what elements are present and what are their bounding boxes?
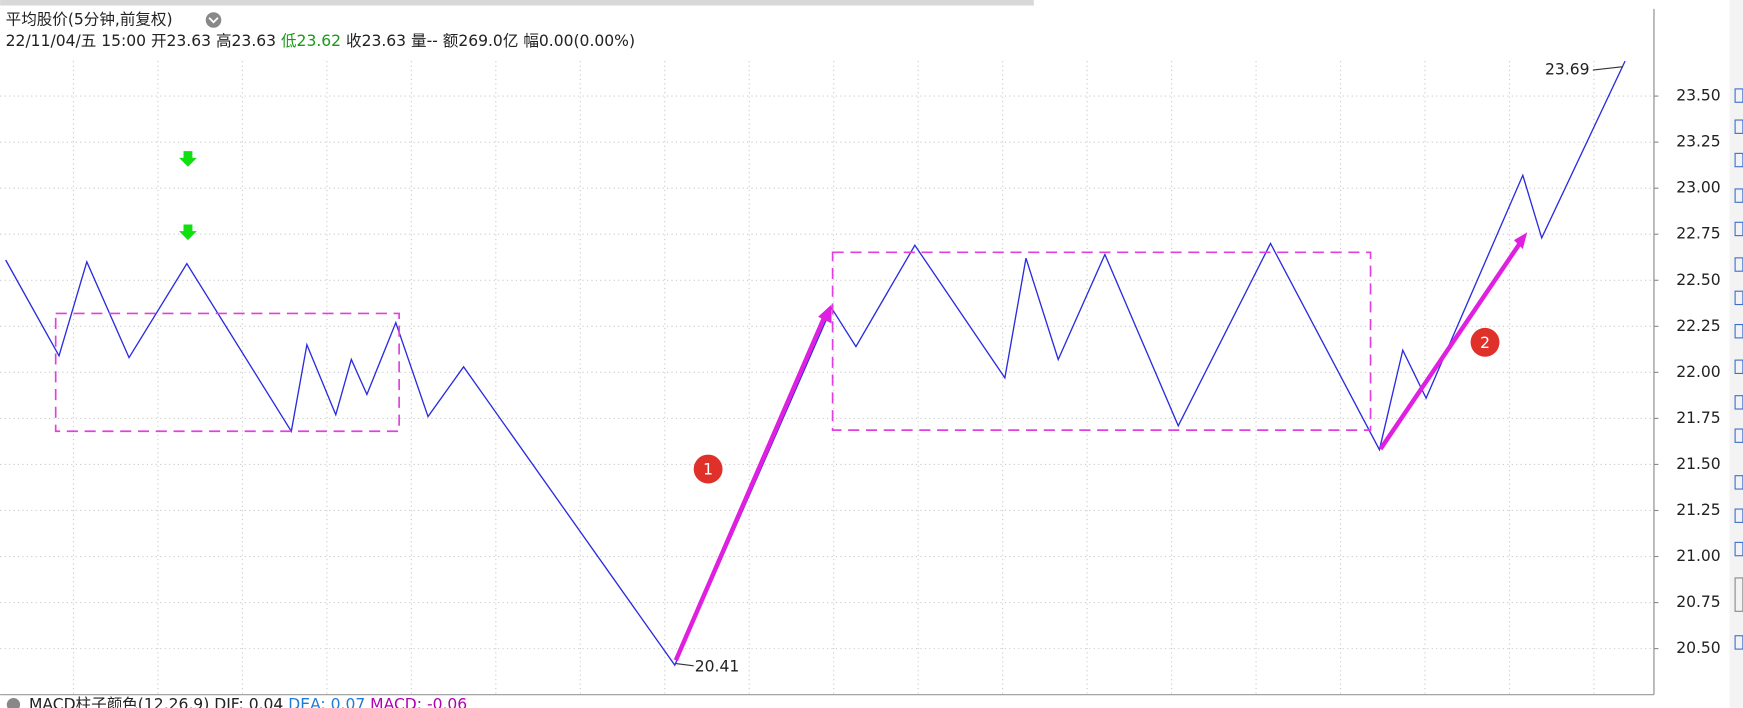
y-tick-label: 20.50 — [1676, 639, 1721, 657]
arrow-head — [1513, 232, 1528, 249]
macd-toggle[interactable] — [6, 697, 21, 708]
vertical-grid — [72, 61, 1595, 695]
high-label: 23.69 — [1545, 61, 1590, 79]
info-item: 低23.62 — [281, 32, 341, 50]
leader — [1592, 66, 1623, 71]
low-label: 20.41 — [695, 657, 740, 675]
arrow-head — [818, 304, 832, 324]
y-tick-label: 23.50 — [1676, 87, 1721, 105]
signal-arrow — [179, 151, 197, 167]
marker-circle — [1470, 327, 1500, 357]
y-tick-label: 23.00 — [1676, 179, 1721, 197]
y-tick-label: 21.50 — [1676, 455, 1721, 473]
macd-item: DEA: 0.07 — [288, 695, 365, 708]
y-tick-label: 22.50 — [1676, 271, 1721, 289]
leader — [675, 662, 694, 667]
tab-strip — [0, 0, 1034, 6]
macd-header: MACD柱子颜色(12,26,9) DIF: 0.04 DEA: 0.07 MA… — [29, 695, 467, 708]
y-tick-label: 22.25 — [1676, 317, 1721, 335]
info-item: 高23.63 — [216, 32, 276, 50]
info-item: 开23.63 — [151, 32, 211, 50]
macd-item: MACD: -0.06 — [370, 695, 467, 708]
trend-arrow — [1378, 237, 1525, 451]
macd-item: MACD柱子颜色(12,26,9) — [29, 695, 209, 708]
info-line: 22/11/04/五 15:00 开23.63 高23.63 低23.62 收2… — [6, 32, 635, 50]
y-tick-label: 21.00 — [1676, 547, 1721, 565]
y-tick-label: 21.75 — [1676, 409, 1721, 427]
info-item: 22/11/04/五 15:00 — [6, 32, 146, 50]
y-tick-label: 21.25 — [1676, 501, 1721, 519]
toolbar — [1729, 0, 1743, 708]
info-item: 量-- — [411, 32, 438, 50]
zigzag-line — [5, 60, 1626, 667]
signal-arrow — [179, 224, 197, 241]
info-item: 幅0.00(0.00%) — [523, 32, 635, 50]
marker-number: 2 — [1480, 334, 1490, 352]
info-item: 收23.63 — [346, 32, 406, 50]
y-tick-label: 22.00 — [1676, 363, 1721, 381]
y-tick-label: 20.75 — [1676, 593, 1721, 611]
info-item: 额269.0亿 — [443, 32, 519, 50]
info-text: 22/11/04/五 15:00 开23.63 高23.63 低23.62 收2… — [6, 32, 635, 50]
marker-circle — [693, 454, 723, 484]
range-box — [831, 251, 1372, 431]
trend-arrow — [673, 312, 828, 662]
dropdown-button[interactable] — [205, 12, 222, 28]
chart-title: 平均股价(5分钟,前复权) — [6, 11, 173, 29]
marker-number: 1 — [703, 461, 713, 479]
macd-text: MACD柱子颜色(12,26,9) DIF: 0.04 DEA: 0.07 MA… — [29, 695, 467, 708]
y-tick-label: 22.75 — [1676, 225, 1721, 243]
range-box — [54, 312, 400, 433]
macd-item: DIF: 0.04 — [214, 695, 283, 708]
dropdown-icon — [208, 17, 219, 24]
y-tick-label: 23.25 — [1676, 133, 1721, 151]
plot: 20.50 20.75 21.00 21.25 21.50 21.75 22.00 22.25… — [0, 60, 1721, 667]
